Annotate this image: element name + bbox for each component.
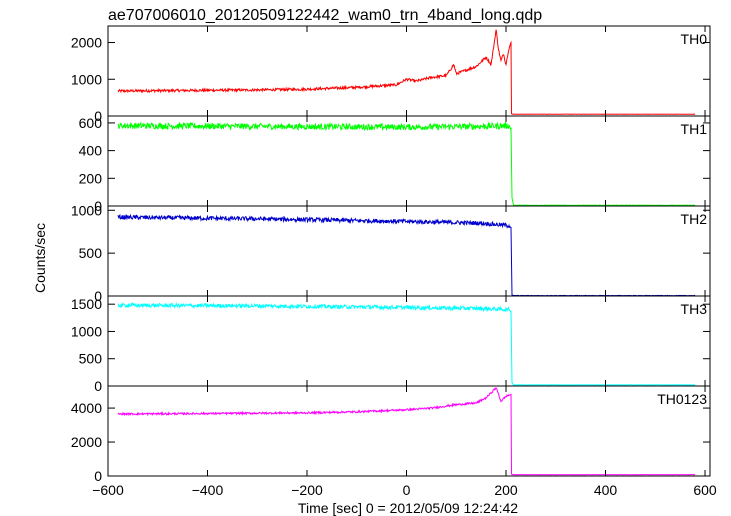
y-tick-label: 1000	[71, 323, 102, 339]
x-axis-label: Time [sec] 0 = 2012/05/09 12:24:42	[298, 500, 518, 516]
x-tick-label: −400	[192, 482, 224, 498]
y-tick-label: 600	[79, 115, 103, 131]
y-tick-label: 2000	[71, 434, 102, 450]
y-tick-label: 1500	[71, 296, 102, 312]
panel-label-th3: TH3	[681, 301, 708, 317]
panel-th0: 0 1000 2000 TH0	[71, 25, 711, 124]
y-tick-label: 1000	[71, 202, 102, 218]
panel-th3: 0 500 1000 1500 TH3	[71, 295, 711, 394]
series-line-th0123	[117, 387, 696, 476]
panel-label-th0: TH0	[681, 31, 708, 47]
panel-frame	[107, 205, 711, 297]
y-tick-label: 4000	[71, 400, 102, 416]
panel-frame	[107, 25, 711, 117]
panel-label-th0123: TH0123	[657, 391, 707, 407]
y-axis-label: Counts/sec	[32, 223, 48, 293]
x-tick-label: −200	[291, 482, 323, 498]
series-line-th2	[117, 213, 696, 297]
x-tick-label: 0	[403, 482, 411, 498]
panel-frame	[107, 385, 711, 477]
y-tick-label: 1000	[71, 71, 102, 87]
panel-th2: 0 500 1000 TH2	[71, 202, 711, 304]
series-line-th3	[117, 301, 696, 386]
y-tick-label: 2000	[71, 35, 102, 51]
series-line-th0	[117, 29, 696, 115]
chart-title: ae707006010_20120509122442_wam0_trn_4ban…	[108, 7, 542, 24]
x-tick-label: 400	[594, 482, 618, 498]
panel-frame	[107, 295, 711, 387]
y-tick-label: 0	[94, 378, 102, 394]
y-tick-label: 200	[79, 170, 103, 186]
y-tick-label: 0	[94, 468, 102, 484]
y-tick-label: 0	[94, 198, 102, 214]
y-tick-label: 0	[94, 288, 102, 304]
series-line-th1	[117, 121, 696, 207]
x-axis: −600 −400 −200 0 200 400 600	[92, 482, 717, 498]
panel-th0123: 0 2000 4000 TH0123	[71, 385, 711, 484]
panel-th1: 0 200 400 600 TH1	[79, 115, 711, 214]
panel-label-th1: TH1	[681, 121, 708, 137]
x-tick-label: −600	[92, 482, 124, 498]
x-tick-label: 200	[494, 482, 518, 498]
y-tick-label: 0	[94, 108, 102, 124]
y-tick-label: 500	[79, 245, 103, 261]
x-tick-label: 600	[693, 482, 717, 498]
y-tick-label: 400	[79, 143, 103, 159]
y-tick-label: 500	[79, 351, 103, 367]
panel-label-th2: TH2	[681, 211, 708, 227]
